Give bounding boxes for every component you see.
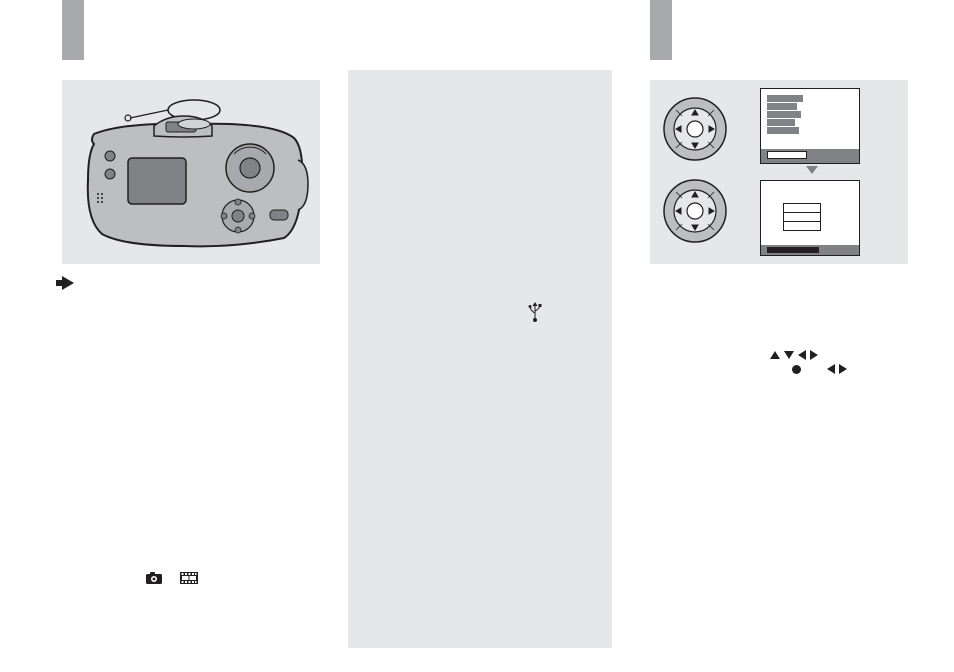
camera-illustration xyxy=(74,88,314,258)
figure-menu-navigation xyxy=(650,80,908,264)
left-arrow-icon xyxy=(798,350,806,360)
mode-icon-row xyxy=(146,572,198,584)
usb-icon xyxy=(528,302,542,322)
page xyxy=(0,0,954,672)
screen-menu-list xyxy=(760,88,860,164)
down-arrow-icon xyxy=(784,351,794,359)
figure-camera-back xyxy=(62,80,320,264)
section-marker-left xyxy=(62,0,84,60)
center-dot-icon xyxy=(792,365,801,374)
down-arrow-icon xyxy=(806,166,818,174)
left-arrow-icon xyxy=(827,364,835,374)
up-arrow-icon xyxy=(770,351,780,359)
right-arrow-icon xyxy=(810,350,818,360)
menu-highlight xyxy=(767,151,807,159)
submenu-highlight-strip xyxy=(767,247,819,253)
right-arrow-icon xyxy=(839,364,847,374)
screen-submenu xyxy=(760,180,860,256)
continue-arrow xyxy=(62,276,82,290)
still-camera-icon xyxy=(146,572,162,584)
menu-list-rows xyxy=(767,95,807,135)
info-panel xyxy=(348,70,612,648)
section-marker-right xyxy=(650,0,672,60)
control-dpad-1 xyxy=(662,96,728,162)
control-dpad-2 xyxy=(662,178,728,244)
movie-film-icon xyxy=(180,572,198,584)
submenu-box xyxy=(783,203,821,231)
nav-key-glyphs xyxy=(770,350,860,378)
right-arrow-icon xyxy=(62,276,74,290)
